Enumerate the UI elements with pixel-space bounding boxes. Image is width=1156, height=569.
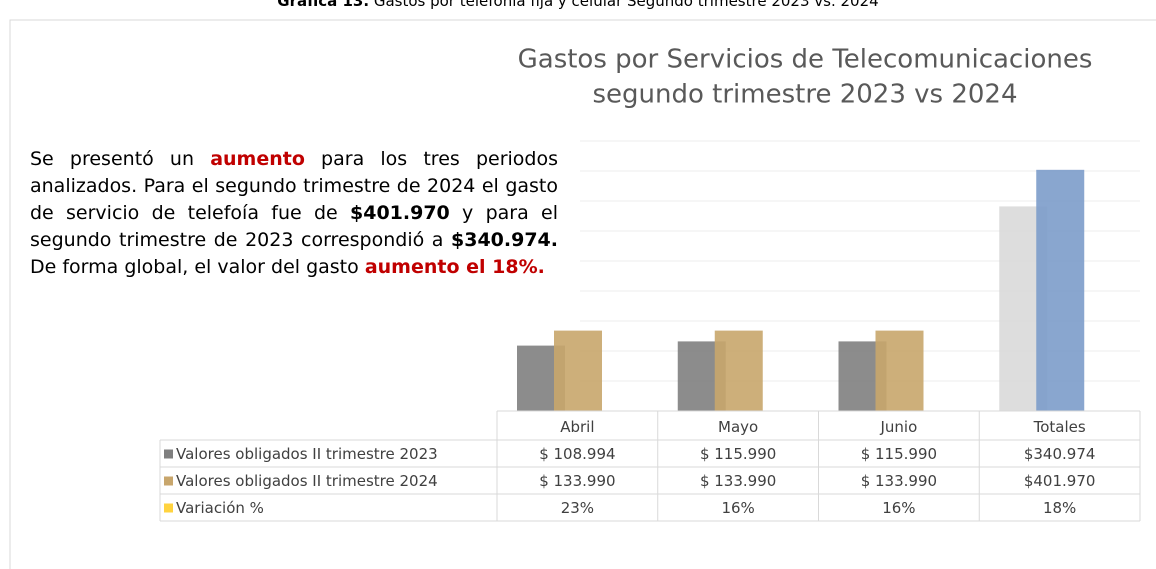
annotation-text: Se presentó un xyxy=(30,148,211,170)
x-tick-label: Mayo xyxy=(718,418,758,436)
legend-swatch xyxy=(164,476,173,486)
legend-label: Variación % xyxy=(176,499,264,517)
x-tick-label: Junio xyxy=(879,418,917,436)
table-value: 18% xyxy=(1043,499,1076,517)
table-value: 23% xyxy=(561,499,594,517)
table-value: $ 115.990 xyxy=(861,445,937,463)
bar xyxy=(875,330,924,411)
table-value: $ 133.990 xyxy=(539,472,615,490)
x-tick-label: Totales xyxy=(1033,418,1086,436)
annotation-text: para los tres periodos analizados. Para … xyxy=(30,148,558,224)
bar xyxy=(554,330,602,411)
table-value: $ 115.990 xyxy=(700,445,776,463)
chart-title: Gastos por Servicios de Telecomunicacion… xyxy=(518,45,1093,75)
chart-title: segundo trimestre 2023 vs 2024 xyxy=(592,80,1017,110)
bar xyxy=(714,330,763,411)
table-value: 16% xyxy=(882,499,915,517)
legend-swatch xyxy=(164,503,173,513)
table-value: $ 108.994 xyxy=(539,445,615,463)
annotation-text: $401.970 xyxy=(350,202,450,224)
annotation-text: aumento xyxy=(210,148,305,170)
annotation-text: y para el segundo trimestre de 2023 corr… xyxy=(30,202,558,251)
annotation-text: aumento el 18%. xyxy=(364,256,545,278)
legend-swatch xyxy=(164,449,173,459)
caption: Gráfica 13. Gastos por telefonía fija y … xyxy=(277,0,878,10)
bar xyxy=(1036,169,1085,411)
table-value: 16% xyxy=(721,499,754,517)
annotation-text: $340.974. xyxy=(451,229,558,251)
table-value: $401.970 xyxy=(1024,472,1096,490)
caption-text: Gastos por telefonía fija y celular Segu… xyxy=(369,0,879,10)
annotation-text: De forma global, el valor del gasto xyxy=(30,256,365,278)
legend-label: Valores obligados II trimestre 2024 xyxy=(176,472,438,490)
annotation: Se presentó un aumento para los tres per… xyxy=(30,146,558,281)
caption-label: Gráfica 13. xyxy=(277,0,369,10)
chart-border xyxy=(9,19,1156,569)
x-tick-label: Abril xyxy=(560,418,594,436)
table-value: $ 133.990 xyxy=(700,472,776,490)
legend-label: Valores obligados II trimestre 2023 xyxy=(176,445,438,463)
table-value: $340.974 xyxy=(1024,445,1096,463)
table-value: $ 133.990 xyxy=(861,472,937,490)
